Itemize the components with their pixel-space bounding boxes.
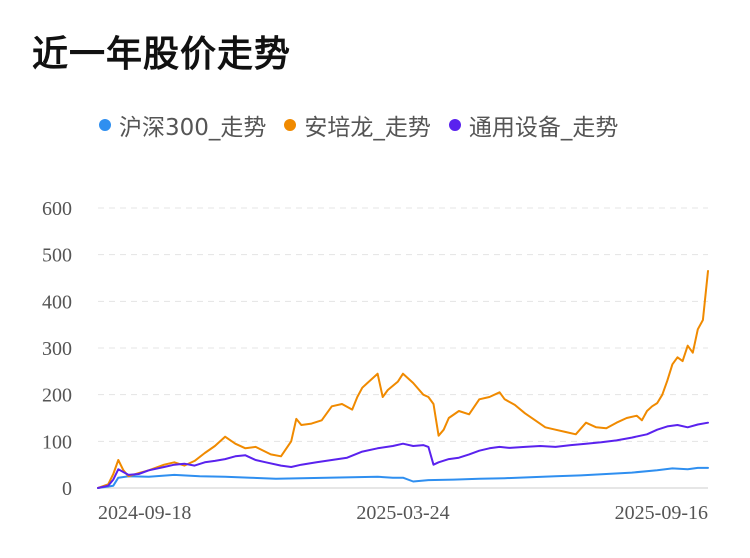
chart-legend: 沪深300_走势 安培龙_走势 通用设备_走势 (99, 108, 636, 142)
y-tick-label: 100 (42, 431, 72, 453)
page-title: 近一年股价走势 (32, 34, 292, 75)
y-tick-label: 300 (42, 338, 72, 360)
legend-dot-icon (448, 119, 461, 131)
legend-dot-icon (99, 119, 111, 131)
legend-item-3[interactable]: 通用设备_走势 (448, 108, 619, 142)
y-tick-label: 600 (42, 198, 72, 220)
y-tick-label: 200 (42, 385, 72, 407)
series-line-3 (97, 421, 709, 489)
x-tick-label: 2025-09-16 (615, 502, 708, 524)
legend-label: 沪深300_走势 (119, 115, 267, 141)
x-tick-label: 2024-09-18 (98, 502, 191, 524)
legend-label: 通用设备_走势 (468, 115, 619, 141)
x-tick-label: 2025-03-24 (356, 502, 449, 524)
series-line-1 (97, 466, 709, 489)
y-tick-label: 0 (62, 478, 72, 500)
legend-item-1[interactable]: 沪深300_走势 (99, 108, 266, 142)
legend-dot-icon (284, 119, 297, 131)
y-tick-label: 500 (42, 245, 72, 267)
legend-label: 安培龙_走势 (304, 115, 431, 141)
legend-item-2[interactable]: 安培龙_走势 (284, 108, 431, 142)
y-tick-label: 400 (42, 291, 72, 313)
series-line-2 (97, 270, 709, 489)
